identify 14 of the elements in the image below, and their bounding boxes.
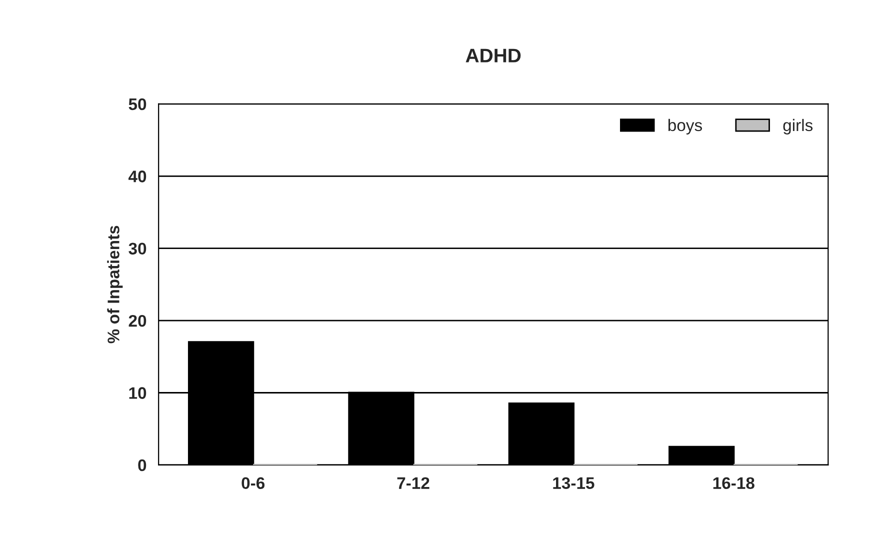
y-tick-label: 20 [128,314,146,327]
y-tick-label: 30 [128,242,146,255]
legend-label: boys [668,118,702,134]
y-tick-label: 40 [128,170,146,182]
x-tick-label: 16-18 [713,477,754,489]
x-tick-label: 13-15 [553,477,594,490]
y-tick-label: 50 [128,98,146,110]
y-tick-label: 0 [138,459,146,472]
y-tick-label: 10 [129,387,146,399]
legend-label: girls [783,118,813,134]
y-axis-title: % of Inpatients [107,226,123,344]
x-tick-label: 7-12 [397,477,430,489]
x-tick-label: 0-6 [242,477,265,489]
chart-title: ADHD [466,48,521,62]
